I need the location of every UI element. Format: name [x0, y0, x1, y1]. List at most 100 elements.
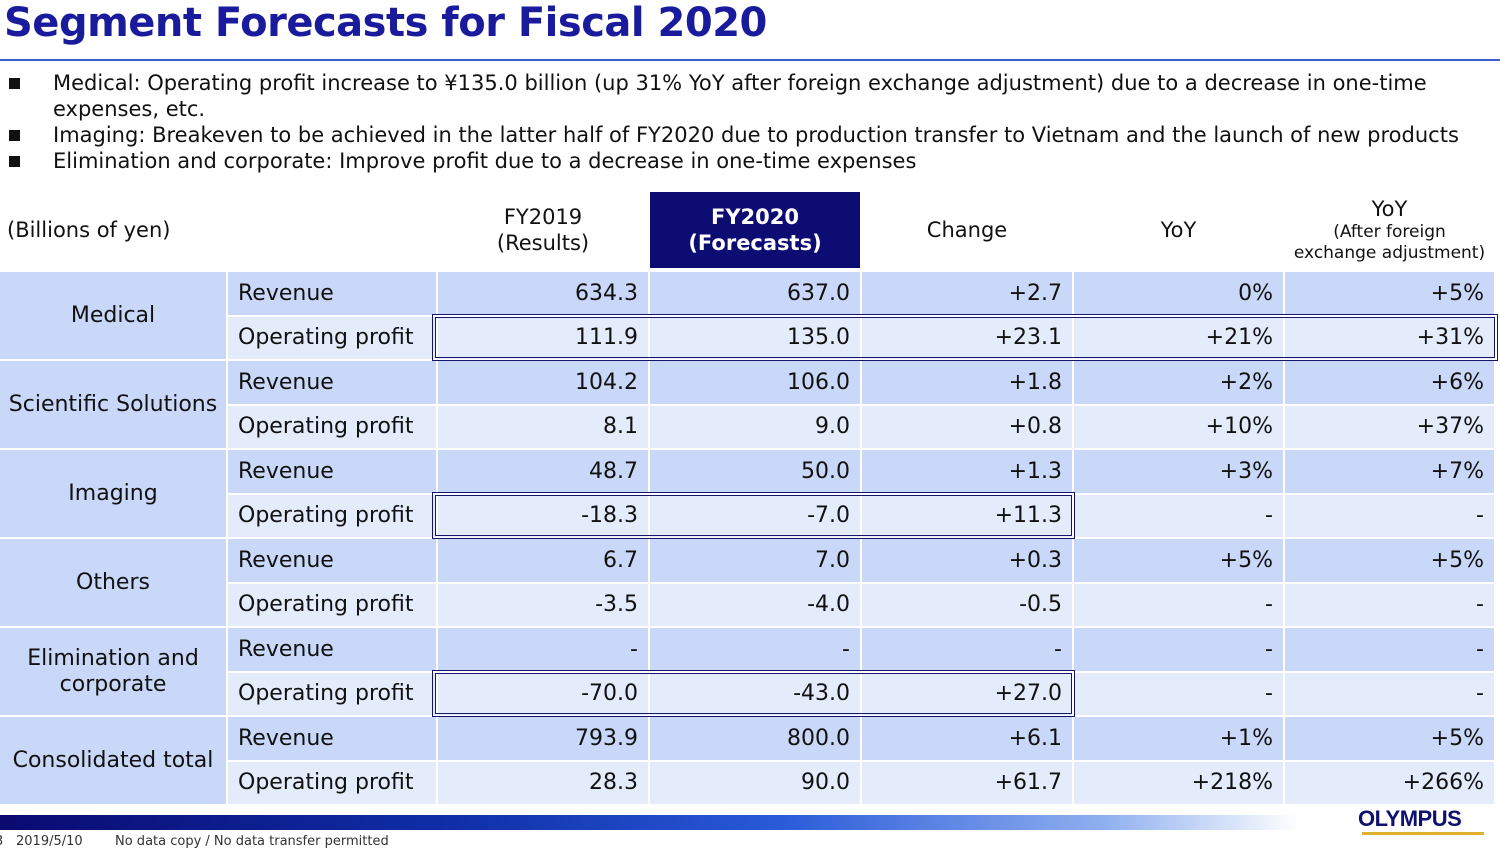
value-cell: -	[1074, 583, 1283, 626]
value-cell: 90.0	[650, 761, 860, 804]
value-cell: -	[1285, 628, 1494, 671]
value-cell: +1%	[1074, 717, 1283, 760]
row-label: Revenue	[228, 717, 436, 760]
bullet-item: Medical: Operating profit increase to ¥1…	[0, 70, 1500, 122]
header-fy2020: FY2020 (Forecasts)	[650, 192, 860, 268]
value-cell: 793.9	[438, 717, 648, 760]
value-cell: -	[1285, 494, 1494, 537]
bullet-text: Elimination and corporate: Improve profi…	[53, 149, 917, 173]
row-label: Revenue	[228, 272, 436, 315]
value-cell: +37%	[1285, 405, 1494, 448]
value-cell: -	[862, 628, 1072, 671]
value-cell: +2.7	[862, 272, 1072, 315]
value-cell: +27.0	[862, 672, 1072, 715]
value-cell: 48.7	[438, 450, 648, 493]
row-label: Revenue	[228, 361, 436, 404]
value-cell: +11.3	[862, 494, 1072, 537]
value-cell: +10%	[1074, 405, 1283, 448]
bullet-list: Medical: Operating profit increase to ¥1…	[0, 70, 1500, 174]
value-cell: 104.2	[438, 361, 648, 404]
bullet-item: Elimination and corporate: Improve profi…	[0, 148, 1500, 174]
row-label: Revenue	[228, 628, 436, 671]
header-change: Change	[926, 218, 1008, 242]
value-cell: -	[1074, 628, 1283, 671]
value-cell: 634.3	[438, 272, 648, 315]
header-text: FY2020	[711, 205, 799, 229]
value-cell: -43.0	[650, 672, 860, 715]
value-cell: +2%	[1074, 361, 1283, 404]
bullet-item: Imaging: Breakeven to be achieved in the…	[0, 122, 1500, 148]
value-cell: +1.3	[862, 450, 1072, 493]
page-number: 3	[0, 834, 3, 849]
bullet-text: Imaging: Breakeven to be achieved in the…	[53, 123, 1459, 147]
value-cell: +218%	[1074, 761, 1283, 804]
value-cell: -	[650, 628, 860, 671]
bullet-square-icon	[9, 156, 20, 167]
header-subtext: (Forecasts)	[688, 231, 822, 255]
value-cell: +61.7	[862, 761, 1072, 804]
segment-name: Others	[0, 539, 226, 626]
value-cell: 637.0	[650, 272, 860, 315]
value-cell: +3%	[1074, 450, 1283, 493]
value-cell: -3.5	[438, 583, 648, 626]
row-label: Operating profit	[228, 494, 436, 537]
value-cell: 7.0	[650, 539, 860, 582]
row-label: Operating profit	[228, 316, 436, 359]
value-cell: -18.3	[438, 494, 648, 537]
value-cell: -0.5	[862, 583, 1072, 626]
segment-name: Scientific Solutions	[0, 361, 226, 448]
logo-underline	[1362, 832, 1484, 835]
bullet-square-icon	[9, 78, 20, 89]
header-text: YoY	[1371, 197, 1408, 221]
value-cell: 9.0	[650, 405, 860, 448]
header-subtext: (After foreign exchange adjustment)	[1293, 222, 1486, 263]
value-cell: 0%	[1074, 272, 1283, 315]
value-cell: 135.0	[650, 316, 860, 359]
value-cell: +5%	[1285, 717, 1494, 760]
value-cell: +6%	[1285, 361, 1494, 404]
row-label: Operating profit	[228, 405, 436, 448]
row-label: Operating profit	[228, 583, 436, 626]
header-yoy: YoY	[1160, 218, 1197, 242]
bullet-text: Medical: Operating profit increase to ¥1…	[53, 71, 1427, 121]
value-cell: -	[1074, 672, 1283, 715]
row-label: Revenue	[228, 450, 436, 493]
value-cell: +1.8	[862, 361, 1072, 404]
bullet-square-icon	[9, 130, 20, 141]
table-header: (Billions of yen) FY2019 (Results) FY2020…	[0, 192, 1500, 268]
value-cell: +21%	[1074, 316, 1283, 359]
segment-name: Consolidated total	[0, 717, 226, 804]
value-cell: 800.0	[650, 717, 860, 760]
header-text: FY2019	[503, 205, 583, 229]
row-label: Revenue	[228, 539, 436, 582]
value-cell: -	[1285, 672, 1494, 715]
footer-notice: No data copy / No data transfer permitte…	[115, 834, 389, 849]
header-subtext: (Results)	[496, 231, 590, 255]
value-cell: -7.0	[650, 494, 860, 537]
value-cell: +5%	[1285, 272, 1494, 315]
value-cell: +7%	[1285, 450, 1494, 493]
value-cell: -4.0	[650, 583, 860, 626]
segment-name: Elimination and corporate	[0, 628, 226, 715]
footer-gradient-bar	[0, 815, 1300, 830]
value-cell: 6.7	[438, 539, 648, 582]
segment-name: Medical	[0, 272, 226, 359]
value-cell: +266%	[1285, 761, 1494, 804]
value-cell: 28.3	[438, 761, 648, 804]
value-cell: +5%	[1074, 539, 1283, 582]
value-cell: 8.1	[438, 405, 648, 448]
value-cell: -	[1285, 583, 1494, 626]
value-cell: 50.0	[650, 450, 860, 493]
header-yoy-adjusted: YoY (After foreign exchange adjustment)	[1285, 192, 1494, 268]
unit-label: (Billions of yen)	[7, 218, 171, 242]
title-divider	[0, 59, 1500, 61]
value-cell: +6.1	[862, 717, 1072, 760]
value-cell: 106.0	[650, 361, 860, 404]
value-cell: +0.3	[862, 539, 1072, 582]
header-fy2019: FY2019 (Results)	[438, 192, 648, 268]
value-cell: +0.8	[862, 405, 1072, 448]
value-cell: -70.0	[438, 672, 648, 715]
value-cell: -	[438, 628, 648, 671]
value-cell: 111.9	[438, 316, 648, 359]
row-label: Operating profit	[228, 761, 436, 804]
